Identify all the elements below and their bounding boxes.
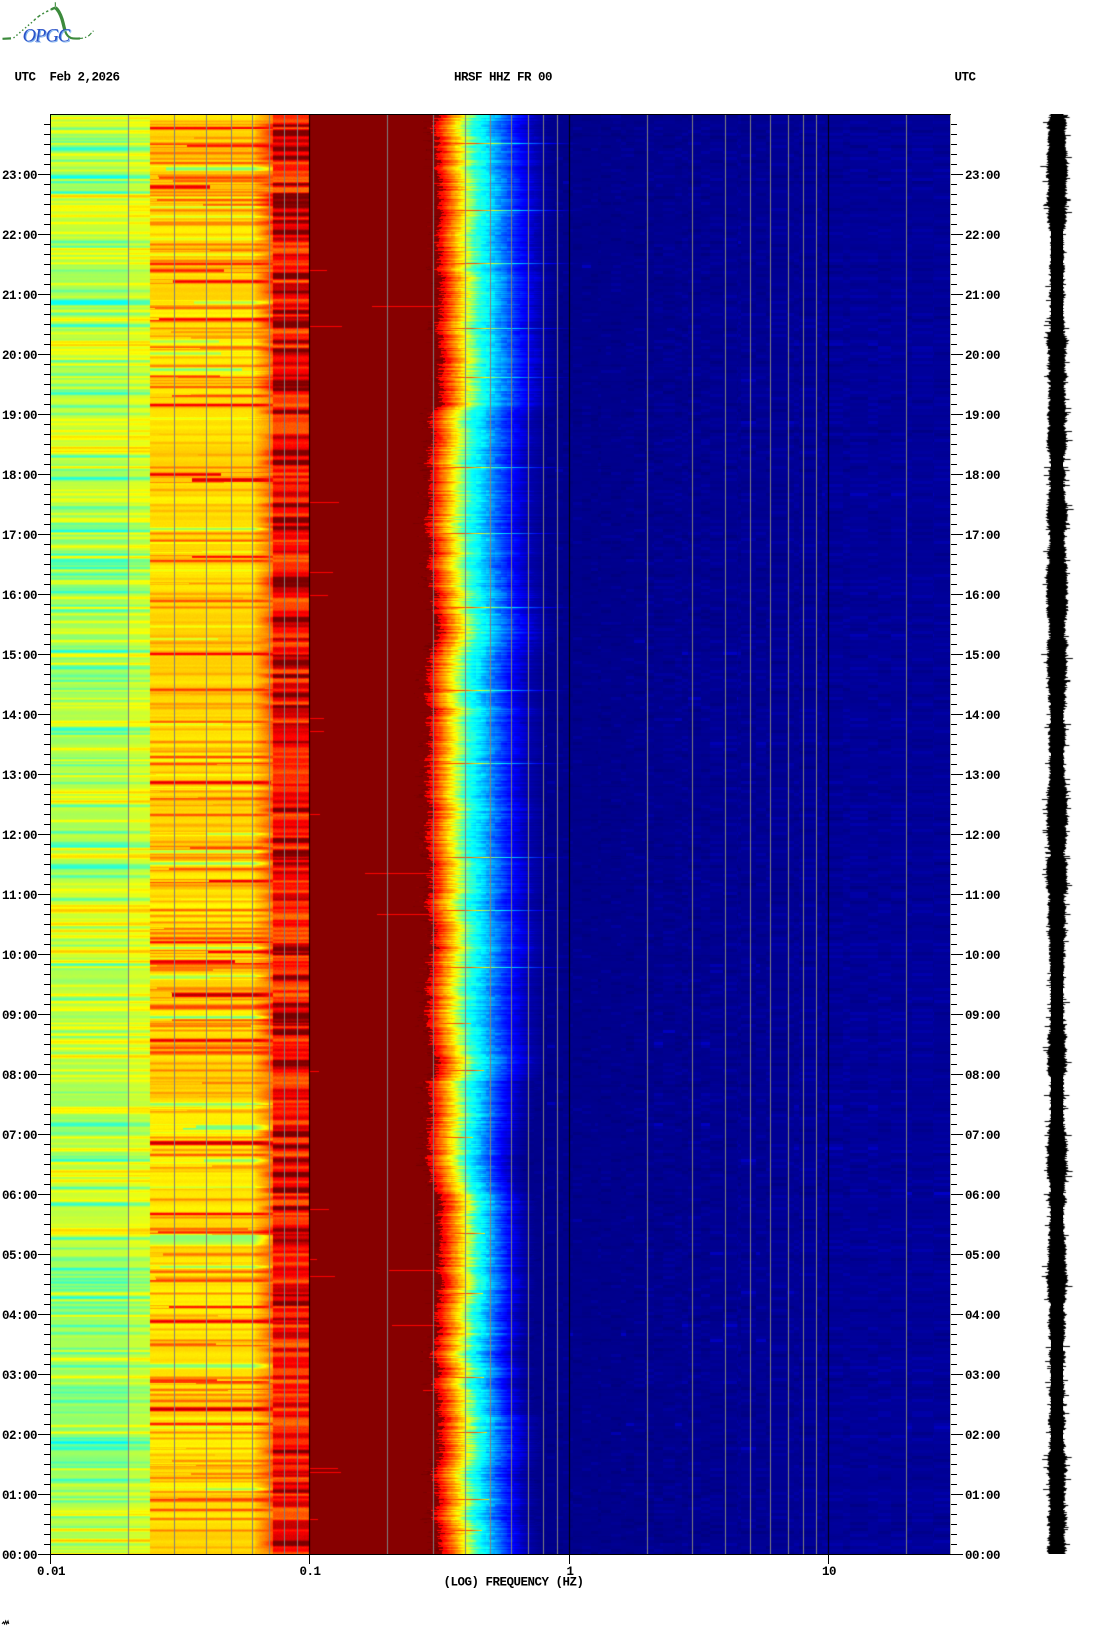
svg-text:10:00: 10:00 <box>965 949 1000 963</box>
svg-text:00:00: 00:00 <box>2 1549 37 1563</box>
svg-text:0.01: 0.01 <box>37 1565 65 1579</box>
svg-text:07:00: 07:00 <box>2 1129 37 1143</box>
svg-text:03:00: 03:00 <box>2 1369 37 1383</box>
svg-text:13:00: 13:00 <box>965 769 1000 783</box>
svg-text:04:00: 04:00 <box>2 1309 37 1323</box>
svg-text:03:00: 03:00 <box>965 1369 1000 1383</box>
svg-text:08:00: 08:00 <box>2 1069 37 1083</box>
svg-text:09:00: 09:00 <box>965 1009 1000 1023</box>
svg-text:20:00: 20:00 <box>965 349 1000 363</box>
svg-text:OPGC: OPGC <box>23 27 71 47</box>
svg-text:05:00: 05:00 <box>2 1249 37 1263</box>
svg-text:00:00: 00:00 <box>965 1549 1000 1563</box>
svg-text:UTC: UTC <box>955 71 977 85</box>
svg-text:13:00: 13:00 <box>2 769 37 783</box>
svg-text:HRSF HHZ FR 00: HRSF HHZ FR 00 <box>454 71 552 85</box>
svg-text:12:00: 12:00 <box>965 829 1000 843</box>
svg-text:04:00: 04:00 <box>965 1309 1000 1323</box>
svg-text:06:00: 06:00 <box>2 1189 37 1203</box>
svg-text:01:00: 01:00 <box>965 1489 1000 1503</box>
svg-text:10: 10 <box>822 1565 836 1579</box>
svg-text:05:00: 05:00 <box>965 1249 1000 1263</box>
svg-text:UTC Feb 2,2026: UTC Feb 2,2026 <box>15 71 120 85</box>
svg-text:18:00: 18:00 <box>965 469 1000 483</box>
svg-text:21:00: 21:00 <box>965 289 1000 303</box>
svg-text:19:00: 19:00 <box>2 409 37 423</box>
svg-text:19:00: 19:00 <box>965 409 1000 423</box>
svg-text:16:00: 16:00 <box>965 589 1000 603</box>
svg-text:20:00: 20:00 <box>2 349 37 363</box>
svg-text:22:00: 22:00 <box>2 229 37 243</box>
svg-text:07:00: 07:00 <box>965 1129 1000 1143</box>
svg-text:14:00: 14:00 <box>2 709 37 723</box>
svg-text:01:00: 01:00 <box>2 1489 37 1503</box>
svg-text:15:00: 15:00 <box>2 649 37 663</box>
svg-text:(LOG) FREQUENCY (HZ): (LOG) FREQUENCY (HZ) <box>444 1576 584 1590</box>
svg-text:16:00: 16:00 <box>2 589 37 603</box>
svg-text:1: 1 <box>566 1565 573 1579</box>
svg-text:10:00: 10:00 <box>2 949 37 963</box>
svg-text:11:00: 11:00 <box>2 889 37 903</box>
svg-text:23:00: 23:00 <box>2 169 37 183</box>
svg-text:14:00: 14:00 <box>965 709 1000 723</box>
svg-text:22:00: 22:00 <box>965 229 1000 243</box>
svg-text:0.1: 0.1 <box>299 1565 320 1579</box>
svg-text:18:00: 18:00 <box>2 469 37 483</box>
svg-text:17:00: 17:00 <box>965 529 1000 543</box>
svg-text:23:00: 23:00 <box>965 169 1000 183</box>
svg-text:08:00: 08:00 <box>965 1069 1000 1083</box>
svg-text:17:00: 17:00 <box>2 529 37 543</box>
svg-text:09:00: 09:00 <box>2 1009 37 1023</box>
svg-text:11:00: 11:00 <box>965 889 1000 903</box>
svg-text:06:00: 06:00 <box>965 1189 1000 1203</box>
svg-text:OPGC: OPGC <box>24 28 72 48</box>
svg-text:21:00: 21:00 <box>2 289 37 303</box>
svg-text:02:00: 02:00 <box>2 1429 37 1443</box>
svg-text:02:00: 02:00 <box>965 1429 1000 1443</box>
svg-text:12:00: 12:00 <box>2 829 37 843</box>
svg-text:15:00: 15:00 <box>965 649 1000 663</box>
